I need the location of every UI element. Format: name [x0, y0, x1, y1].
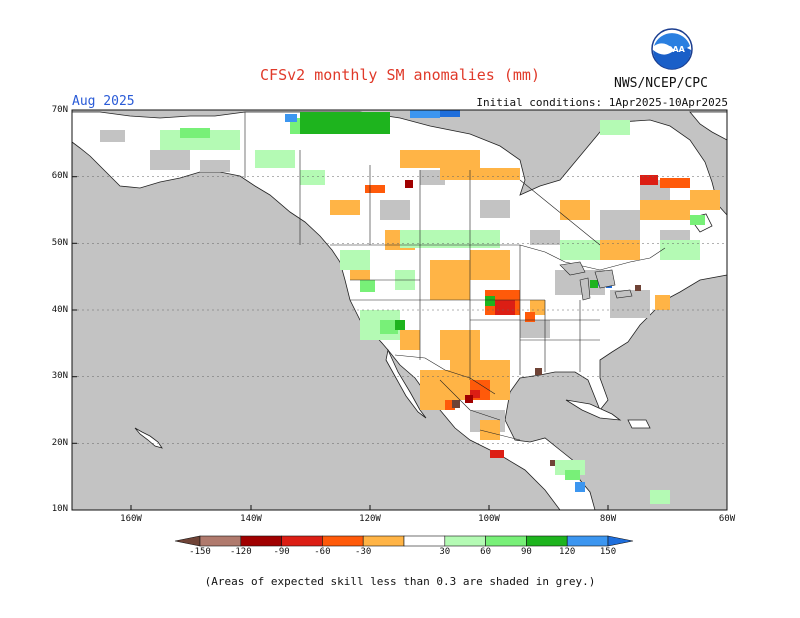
us-state-lines [350, 245, 600, 380]
lat-label-50n: 50N [51, 238, 68, 248]
lat-label-70n: 70N [51, 105, 68, 115]
greenland-tip [689, 111, 728, 141]
dry-anomaly-150 [452, 285, 641, 466]
baja-peninsula [385, 348, 427, 419]
graticule [72, 176, 727, 444]
hawaii-islands [134, 427, 163, 449]
legend-label: 90 [520, 547, 532, 557]
lon-label-120w: 120W [359, 514, 381, 524]
legend-label: -90 [273, 547, 290, 557]
lon-label-60w: 60W [718, 514, 736, 524]
valid-month: Aug 2025 [72, 94, 135, 109]
lat-label-40n: 40N [51, 305, 68, 315]
hispaniola-island [627, 419, 651, 429]
lat-label-20n: 20N [51, 438, 68, 448]
political-boundaries [244, 112, 666, 441]
lon-label-80w: 80W [599, 514, 617, 524]
legend-label: -120 [229, 547, 252, 557]
logo-text: NOAA [659, 45, 685, 54]
lon-label-160w: 160W [120, 514, 142, 524]
lon-label-100w: 100W [478, 514, 500, 524]
agency-label: NWS/NCEP/CPC [614, 76, 708, 91]
legend-label: -150 [189, 547, 211, 557]
map-title: CFSv2 monthly SM anomalies (mm) [260, 66, 540, 84]
noaa-logo-icon: NOAA [651, 28, 693, 70]
wet-anomaly-90 [300, 112, 598, 330]
dry-anomaly-90 [470, 175, 658, 458]
lat-label-60n: 60N [51, 171, 68, 181]
mexico-state-lines [439, 379, 521, 441]
legend-label: -60 [314, 547, 331, 557]
dry-anomaly-120 [405, 180, 473, 403]
skill-note: (Areas of expected skill less than 0.3 a… [204, 575, 596, 588]
lon-label-140w: 140W [240, 514, 262, 524]
us-mexico-border [394, 354, 496, 395]
lat-label-10n: 10N [51, 504, 68, 514]
legend-label: 120 [559, 547, 576, 557]
legend-label: 150 [599, 547, 617, 557]
great-lakes [559, 261, 633, 301]
us-canada-border [330, 244, 666, 271]
initial-conditions: Initial conditions: 1Apr2025-10Apr2025 [476, 96, 728, 109]
cuba-island [565, 399, 622, 421]
canada-province-lines [299, 150, 601, 246]
legend-label: 30 [439, 547, 451, 557]
axis-ticks [72, 109, 728, 510]
legend-label: 60 [480, 547, 492, 557]
legend-label: -30 [355, 547, 372, 557]
lat-label-30n: 30N [51, 371, 68, 381]
